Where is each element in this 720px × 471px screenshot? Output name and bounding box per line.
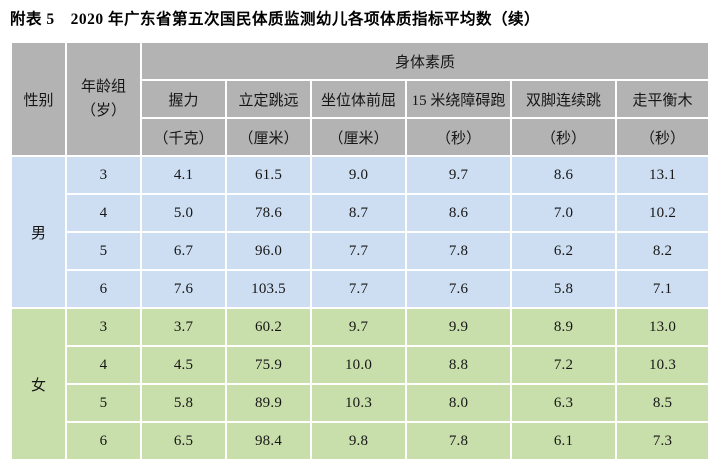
gender-cell: 男 bbox=[12, 157, 65, 307]
value-cell: 60.2 bbox=[227, 309, 310, 345]
value-cell: 7.8 bbox=[407, 233, 510, 269]
gender-header-cell: 性别 bbox=[12, 43, 65, 155]
value-cell: 5.8 bbox=[512, 271, 615, 307]
value-cell: 10.2 bbox=[617, 195, 709, 231]
age-cell: 6 bbox=[67, 423, 140, 459]
value-cell: 8.6 bbox=[512, 157, 615, 193]
value-cell: 10.3 bbox=[312, 385, 405, 421]
value-cell: 13.1 bbox=[617, 157, 709, 193]
value-cell: 3.7 bbox=[142, 309, 225, 345]
metric-name-cell: 握力 bbox=[142, 81, 225, 117]
value-cell: 7.6 bbox=[407, 271, 510, 307]
metric-unit-cell: （厘米） bbox=[312, 119, 405, 155]
age-cell: 5 bbox=[67, 233, 140, 269]
table-title: 附表 5 2020 年广东省第五次国民体质监测幼儿各项体质指标平均数（续） bbox=[10, 11, 541, 28]
table-header: 性别 年龄组 （岁） 身体素质 握力 立定跳远 坐位体前屈 15 米绕障碍跑 双脚连续跳 走平衡木… bbox=[12, 43, 709, 155]
value-cell: 4.5 bbox=[142, 347, 225, 383]
metric-name-cell: 15 米绕障碍跑 bbox=[407, 81, 510, 117]
age-cell: 4 bbox=[67, 195, 140, 231]
gender-cell: 女 bbox=[12, 309, 65, 459]
age-group-label-line2: （岁） bbox=[80, 103, 126, 119]
age-group-label-line1: 年龄组 bbox=[80, 79, 126, 95]
value-cell: 8.8 bbox=[407, 347, 510, 383]
fitness-group-header-cell: 身体素质 bbox=[142, 43, 709, 79]
metric-unit-cell: （秒） bbox=[407, 119, 510, 155]
age-cell: 5 bbox=[67, 385, 140, 421]
value-cell: 89.9 bbox=[227, 385, 310, 421]
value-cell: 7.1 bbox=[617, 271, 709, 307]
value-cell: 5.0 bbox=[142, 195, 225, 231]
value-cell: 6.7 bbox=[142, 233, 225, 269]
metric-name-cell: 立定跳远 bbox=[227, 81, 310, 117]
metric-unit-cell: （秒） bbox=[512, 119, 615, 155]
age-group-header-cell: 年龄组 （岁） bbox=[67, 43, 140, 155]
metric-unit-cell: （厘米） bbox=[227, 119, 310, 155]
value-cell: 6.1 bbox=[512, 423, 615, 459]
value-cell: 7.7 bbox=[312, 233, 405, 269]
value-cell: 4.1 bbox=[142, 157, 225, 193]
value-cell: 7.0 bbox=[512, 195, 615, 231]
value-cell: 78.6 bbox=[227, 195, 310, 231]
value-cell: 9.7 bbox=[407, 157, 510, 193]
value-cell: 7.7 bbox=[312, 271, 405, 307]
metric-unit-cell: （秒） bbox=[617, 119, 709, 155]
value-cell: 7.6 bbox=[142, 271, 225, 307]
fitness-table: 性别 年龄组 （岁） 身体素质 握力 立定跳远 坐位体前屈 15 米绕障碍跑 双脚连续跳 走平衡木… bbox=[10, 41, 710, 461]
metric-name-cell: 坐位体前屈 bbox=[312, 81, 405, 117]
metric-name-cell: 双脚连续跳 bbox=[512, 81, 615, 117]
value-cell: 9.0 bbox=[312, 157, 405, 193]
value-cell: 6.5 bbox=[142, 423, 225, 459]
value-cell: 9.7 bbox=[312, 309, 405, 345]
age-cell: 3 bbox=[67, 157, 140, 193]
value-cell: 7.2 bbox=[512, 347, 615, 383]
value-cell: 6.3 bbox=[512, 385, 615, 421]
value-cell: 5.8 bbox=[142, 385, 225, 421]
value-cell: 8.9 bbox=[512, 309, 615, 345]
age-cell: 3 bbox=[67, 309, 140, 345]
value-cell: 98.4 bbox=[227, 423, 310, 459]
age-cell: 6 bbox=[67, 271, 140, 307]
value-cell: 8.2 bbox=[617, 233, 709, 269]
metric-unit-cell: （千克） bbox=[142, 119, 225, 155]
value-cell: 8.7 bbox=[312, 195, 405, 231]
value-cell: 9.9 bbox=[407, 309, 510, 345]
value-cell: 7.8 bbox=[407, 423, 510, 459]
value-cell: 7.3 bbox=[617, 423, 709, 459]
age-cell: 4 bbox=[67, 347, 140, 383]
value-cell: 75.9 bbox=[227, 347, 310, 383]
value-cell: 6.2 bbox=[512, 233, 615, 269]
value-cell: 96.0 bbox=[227, 233, 310, 269]
value-cell: 13.0 bbox=[617, 309, 709, 345]
value-cell: 8.6 bbox=[407, 195, 510, 231]
value-cell: 8.5 bbox=[617, 385, 709, 421]
value-cell: 103.5 bbox=[227, 271, 310, 307]
metric-name-cell: 走平衡木 bbox=[617, 81, 709, 117]
value-cell: 10.3 bbox=[617, 347, 709, 383]
value-cell: 9.8 bbox=[312, 423, 405, 459]
table-body: 男 3 4.1 61.5 9.0 9.7 8.6 13.1 4 5.0 78.6 8.7 8.6 7.0 1… bbox=[12, 157, 709, 459]
document-page: 附表 5 2020 年广东省第五次国民体质监测幼儿各项体质指标平均数（续） 性别… bbox=[10, 11, 710, 461]
value-cell: 10.0 bbox=[312, 347, 405, 383]
value-cell: 8.0 bbox=[407, 385, 510, 421]
value-cell: 61.5 bbox=[227, 157, 310, 193]
